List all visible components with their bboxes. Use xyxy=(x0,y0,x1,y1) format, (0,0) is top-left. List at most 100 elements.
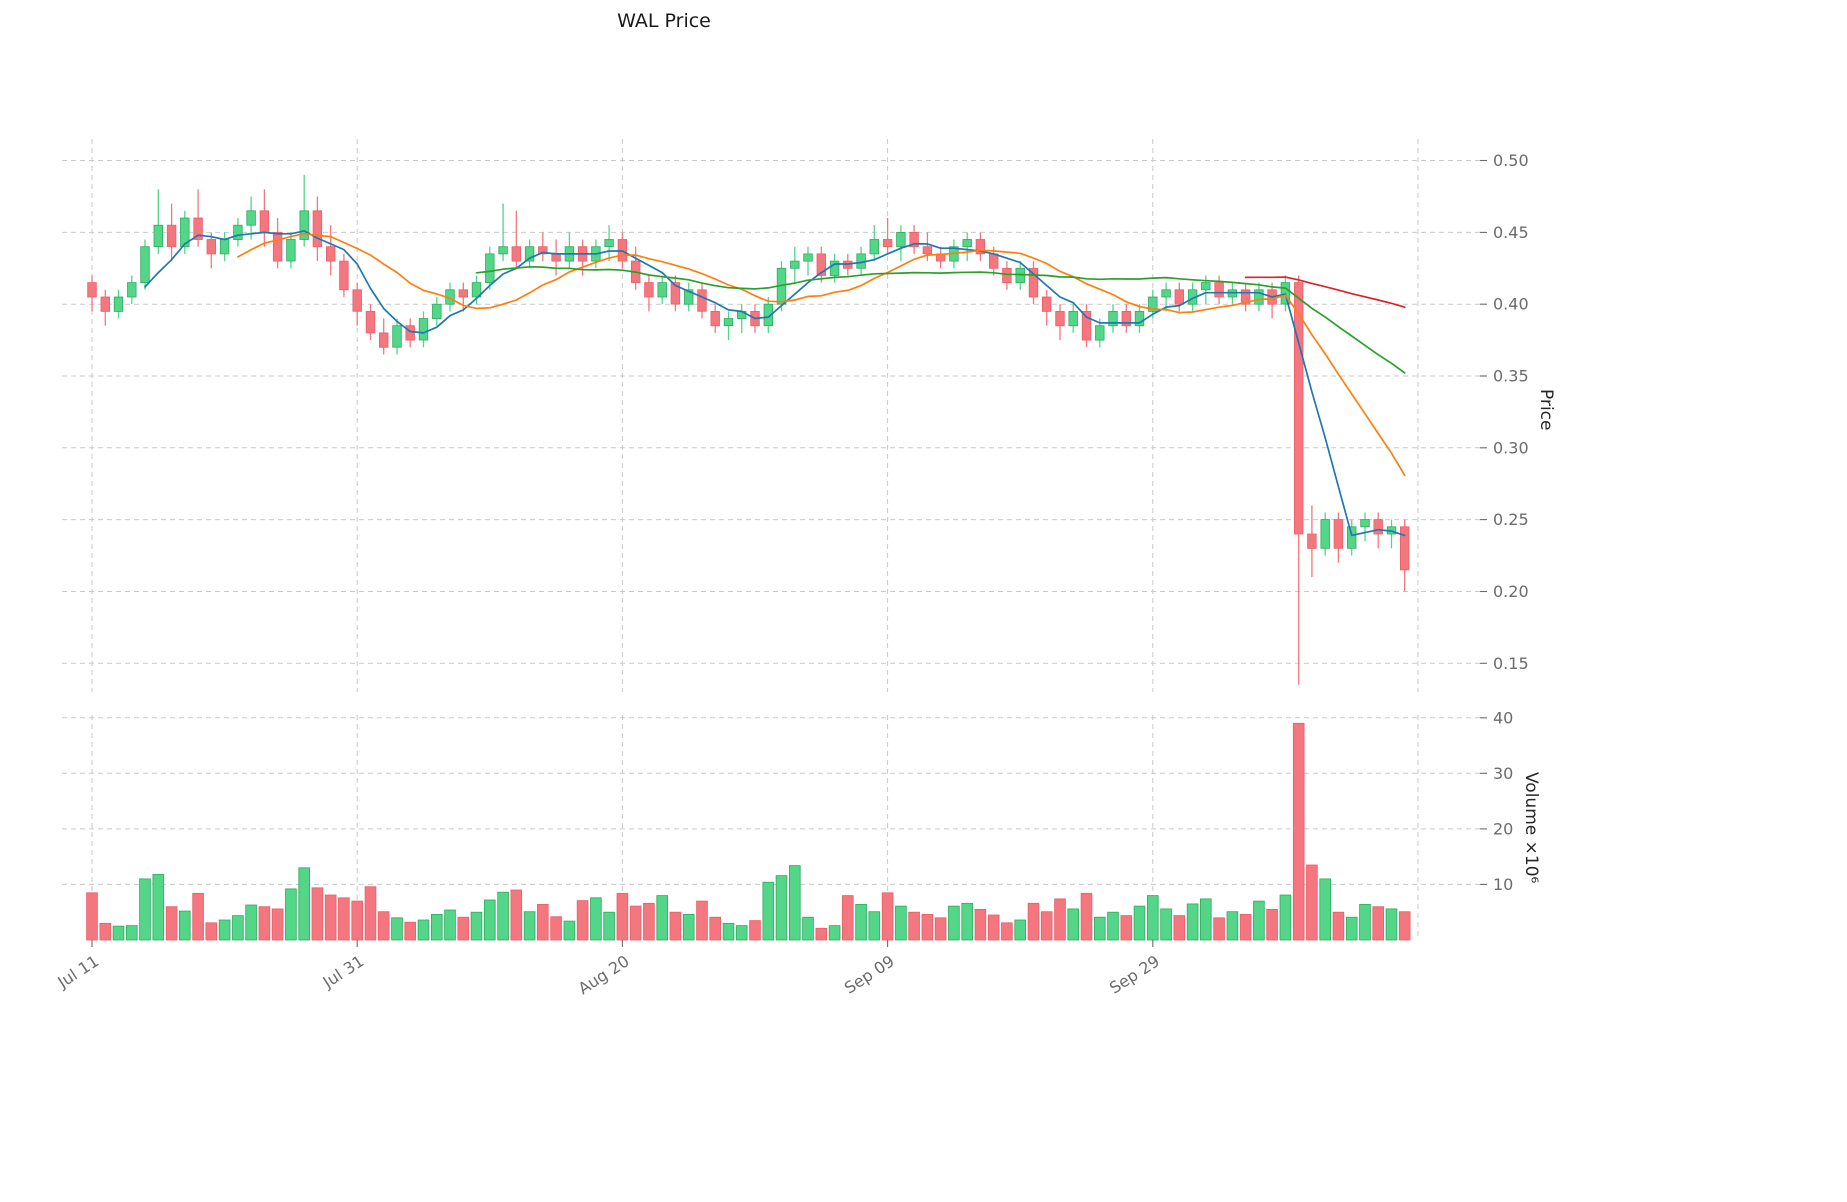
volume-bar xyxy=(590,897,602,941)
candle-body xyxy=(140,246,150,283)
candle-body xyxy=(670,282,681,305)
candle-body xyxy=(272,231,283,262)
volume-bar xyxy=(749,920,761,941)
volume-bar xyxy=(271,908,284,941)
candle-body xyxy=(803,253,813,262)
candle-body xyxy=(365,310,376,334)
candle-body xyxy=(829,260,840,276)
volume-bar xyxy=(1040,911,1053,941)
volume-bar xyxy=(603,911,615,941)
volume-bar xyxy=(987,914,1000,941)
volume-bar xyxy=(1067,908,1080,941)
candle-body xyxy=(1042,296,1052,312)
candle-body xyxy=(684,289,694,305)
candle-body xyxy=(339,260,349,291)
candle-body xyxy=(1307,533,1317,549)
candle-body xyxy=(100,296,111,312)
candle-body xyxy=(816,253,827,276)
candle-body xyxy=(127,282,137,298)
candle-body xyxy=(193,217,203,240)
volume-bar xyxy=(828,925,841,941)
candle-body xyxy=(1055,310,1065,327)
volume-bar xyxy=(1239,914,1252,941)
candle-body xyxy=(1148,296,1158,312)
volume-bar xyxy=(1001,922,1013,941)
candle-body xyxy=(710,310,720,327)
candle-body xyxy=(1108,310,1118,327)
volume-bar xyxy=(1319,878,1332,941)
volume-bar xyxy=(311,887,324,941)
volume-bar xyxy=(165,906,178,941)
volume-bar xyxy=(1080,892,1093,941)
volume-bar xyxy=(629,905,642,941)
volume-bar xyxy=(364,886,377,941)
volume-bar xyxy=(735,925,748,941)
volume-tick-label: 10 xyxy=(1493,875,1513,894)
volume-bar xyxy=(682,914,695,941)
candle-body xyxy=(498,246,508,255)
volume-bar xyxy=(99,922,112,941)
chart-title: WAL Price xyxy=(617,10,711,32)
volume-bar xyxy=(232,915,244,941)
volume-bar xyxy=(616,892,629,941)
volume-bar xyxy=(948,905,960,941)
volume-bar xyxy=(523,911,536,941)
candle-body xyxy=(1240,289,1251,305)
volume-bar xyxy=(126,925,138,941)
candle-body xyxy=(405,325,415,341)
candle-body xyxy=(896,231,906,248)
date-tick-label: Sep 09 xyxy=(841,951,898,997)
volume-bar xyxy=(762,881,775,941)
candle-body xyxy=(1214,282,1224,298)
volume-bar xyxy=(868,911,881,941)
candle-body xyxy=(352,289,362,312)
candle-body xyxy=(975,239,986,255)
volume-bar xyxy=(417,919,430,941)
candle-body xyxy=(166,224,177,248)
ma-line-MA12 xyxy=(237,232,1406,477)
candle-body xyxy=(1360,519,1370,528)
volume-bar xyxy=(1266,909,1278,941)
volume-bar xyxy=(178,910,191,941)
ma-line-MA5 xyxy=(144,230,1406,537)
volume-bar xyxy=(470,911,483,941)
candle-body xyxy=(233,224,243,240)
volume-bar xyxy=(961,902,973,941)
volume-bar xyxy=(510,889,523,941)
volume-bar xyxy=(908,911,920,941)
volume-bar xyxy=(974,909,987,941)
volume-bar xyxy=(802,916,814,941)
price-tick-label: 0.25 xyxy=(1493,510,1529,529)
volume-bar xyxy=(112,925,125,941)
volume-bar xyxy=(934,917,947,941)
candle-body xyxy=(723,318,734,327)
candle-body xyxy=(551,253,561,262)
volume-bar xyxy=(483,899,496,941)
candle-body xyxy=(1002,267,1012,284)
candle-body xyxy=(989,253,999,269)
price-tick-label: 0.45 xyxy=(1493,223,1529,242)
candle-body xyxy=(604,239,614,248)
price-tick-label: 0.50 xyxy=(1493,151,1529,170)
candle-body xyxy=(1320,519,1330,549)
date-tick-label: Aug 20 xyxy=(575,951,633,998)
date-tick-label: Sep 29 xyxy=(1106,951,1163,997)
volume-bar xyxy=(1133,905,1146,941)
volume-bar xyxy=(457,916,470,941)
candle-body xyxy=(259,210,270,233)
volume-bar xyxy=(1226,911,1239,941)
volume-bar xyxy=(1345,916,1358,941)
volume-bar xyxy=(1253,900,1265,941)
candle-body xyxy=(1294,282,1304,535)
candle-body xyxy=(1161,289,1171,298)
volume-bar xyxy=(497,891,509,941)
candle-body xyxy=(1254,289,1264,305)
price-tick-label: 0.40 xyxy=(1493,295,1529,314)
volume-bar xyxy=(815,927,828,941)
volume-bar xyxy=(563,920,576,941)
candle-body xyxy=(1333,519,1344,549)
candle-body xyxy=(1134,310,1145,327)
volume-bar xyxy=(1200,898,1212,941)
candle-body xyxy=(644,282,654,298)
